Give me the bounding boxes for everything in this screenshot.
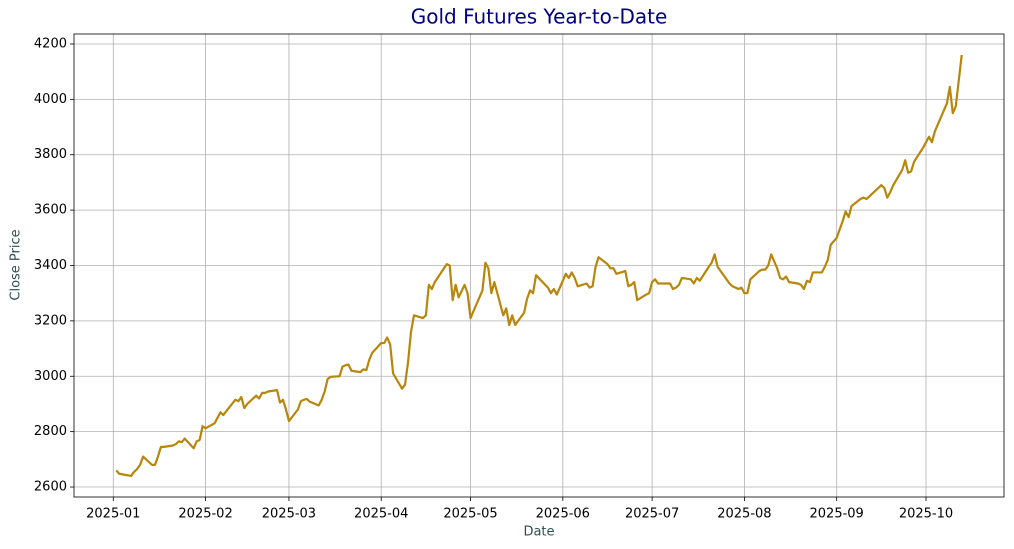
y-tick-label: 4000 (34, 92, 67, 107)
x-tick-label: 2025-04 (354, 507, 408, 522)
y-tick-label: 3600 (34, 203, 67, 218)
chart-title: Gold Futures Year-to-Date (411, 5, 668, 29)
x-axis-label: Date (523, 525, 554, 540)
x-tick-label: 2025-06 (536, 507, 590, 522)
x-tick-label: 2025-07 (625, 507, 679, 522)
y-tick-label: 3800 (34, 147, 67, 162)
y-tick-label: 3200 (34, 313, 67, 328)
x-tick-label: 2025-01 (86, 507, 140, 522)
y-tick-label: 3000 (34, 369, 67, 384)
plot-frame (73, 33, 1005, 498)
y-axis-label: Close Price (9, 229, 24, 300)
y-tick-label: 3400 (34, 258, 67, 273)
x-tick-label: 2025-02 (178, 507, 232, 522)
x-tick-label: 2025-10 (899, 507, 953, 522)
x-tick-label: 2025-03 (262, 507, 316, 522)
y-tick-label: 4200 (34, 36, 67, 51)
x-tick-label: 2025-05 (443, 507, 497, 522)
price-line (115, 54, 963, 478)
x-tick-label: 2025-08 (717, 507, 771, 522)
y-tick-label: 2800 (34, 424, 67, 439)
y-tick-label: 2600 (34, 480, 67, 495)
x-tick-label: 2025-09 (810, 507, 864, 522)
